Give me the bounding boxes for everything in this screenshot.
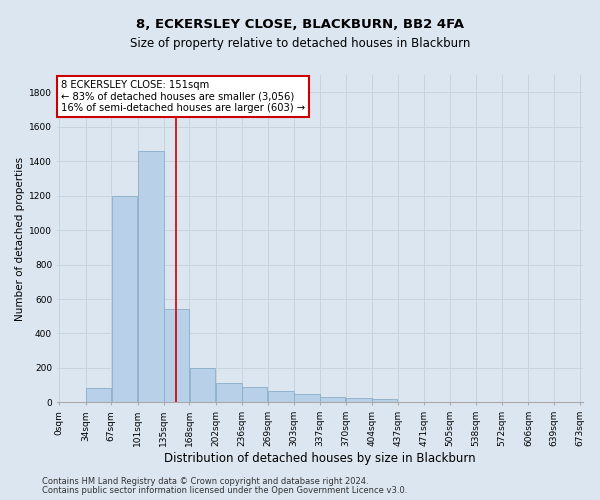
Bar: [320, 398, 346, 402]
Bar: [86, 388, 111, 402]
Text: 8 ECKERSLEY CLOSE: 151sqm
← 83% of detached houses are smaller (3,056)
16% of se: 8 ECKERSLEY CLOSE: 151sqm ← 83% of detac…: [61, 80, 305, 114]
Text: 8, ECKERSLEY CLOSE, BLACKBURN, BB2 4FA: 8, ECKERSLEY CLOSE, BLACKBURN, BB2 4FA: [136, 18, 464, 30]
Y-axis label: Number of detached properties: Number of detached properties: [15, 156, 25, 321]
Bar: [112, 196, 137, 402]
Text: Size of property relative to detached houses in Blackburn: Size of property relative to detached ho…: [130, 38, 470, 51]
Text: Contains HM Land Registry data © Crown copyright and database right 2024.: Contains HM Land Registry data © Crown c…: [42, 477, 368, 486]
Bar: [164, 310, 189, 402]
Bar: [294, 394, 320, 402]
Bar: [190, 368, 215, 402]
Bar: [138, 151, 164, 403]
Bar: [346, 398, 372, 402]
Bar: [242, 387, 267, 402]
Text: Contains public sector information licensed under the Open Government Licence v3: Contains public sector information licen…: [42, 486, 407, 495]
Bar: [268, 391, 293, 402]
Bar: [373, 400, 397, 402]
X-axis label: Distribution of detached houses by size in Blackburn: Distribution of detached houses by size …: [164, 452, 476, 465]
Bar: [216, 382, 242, 402]
